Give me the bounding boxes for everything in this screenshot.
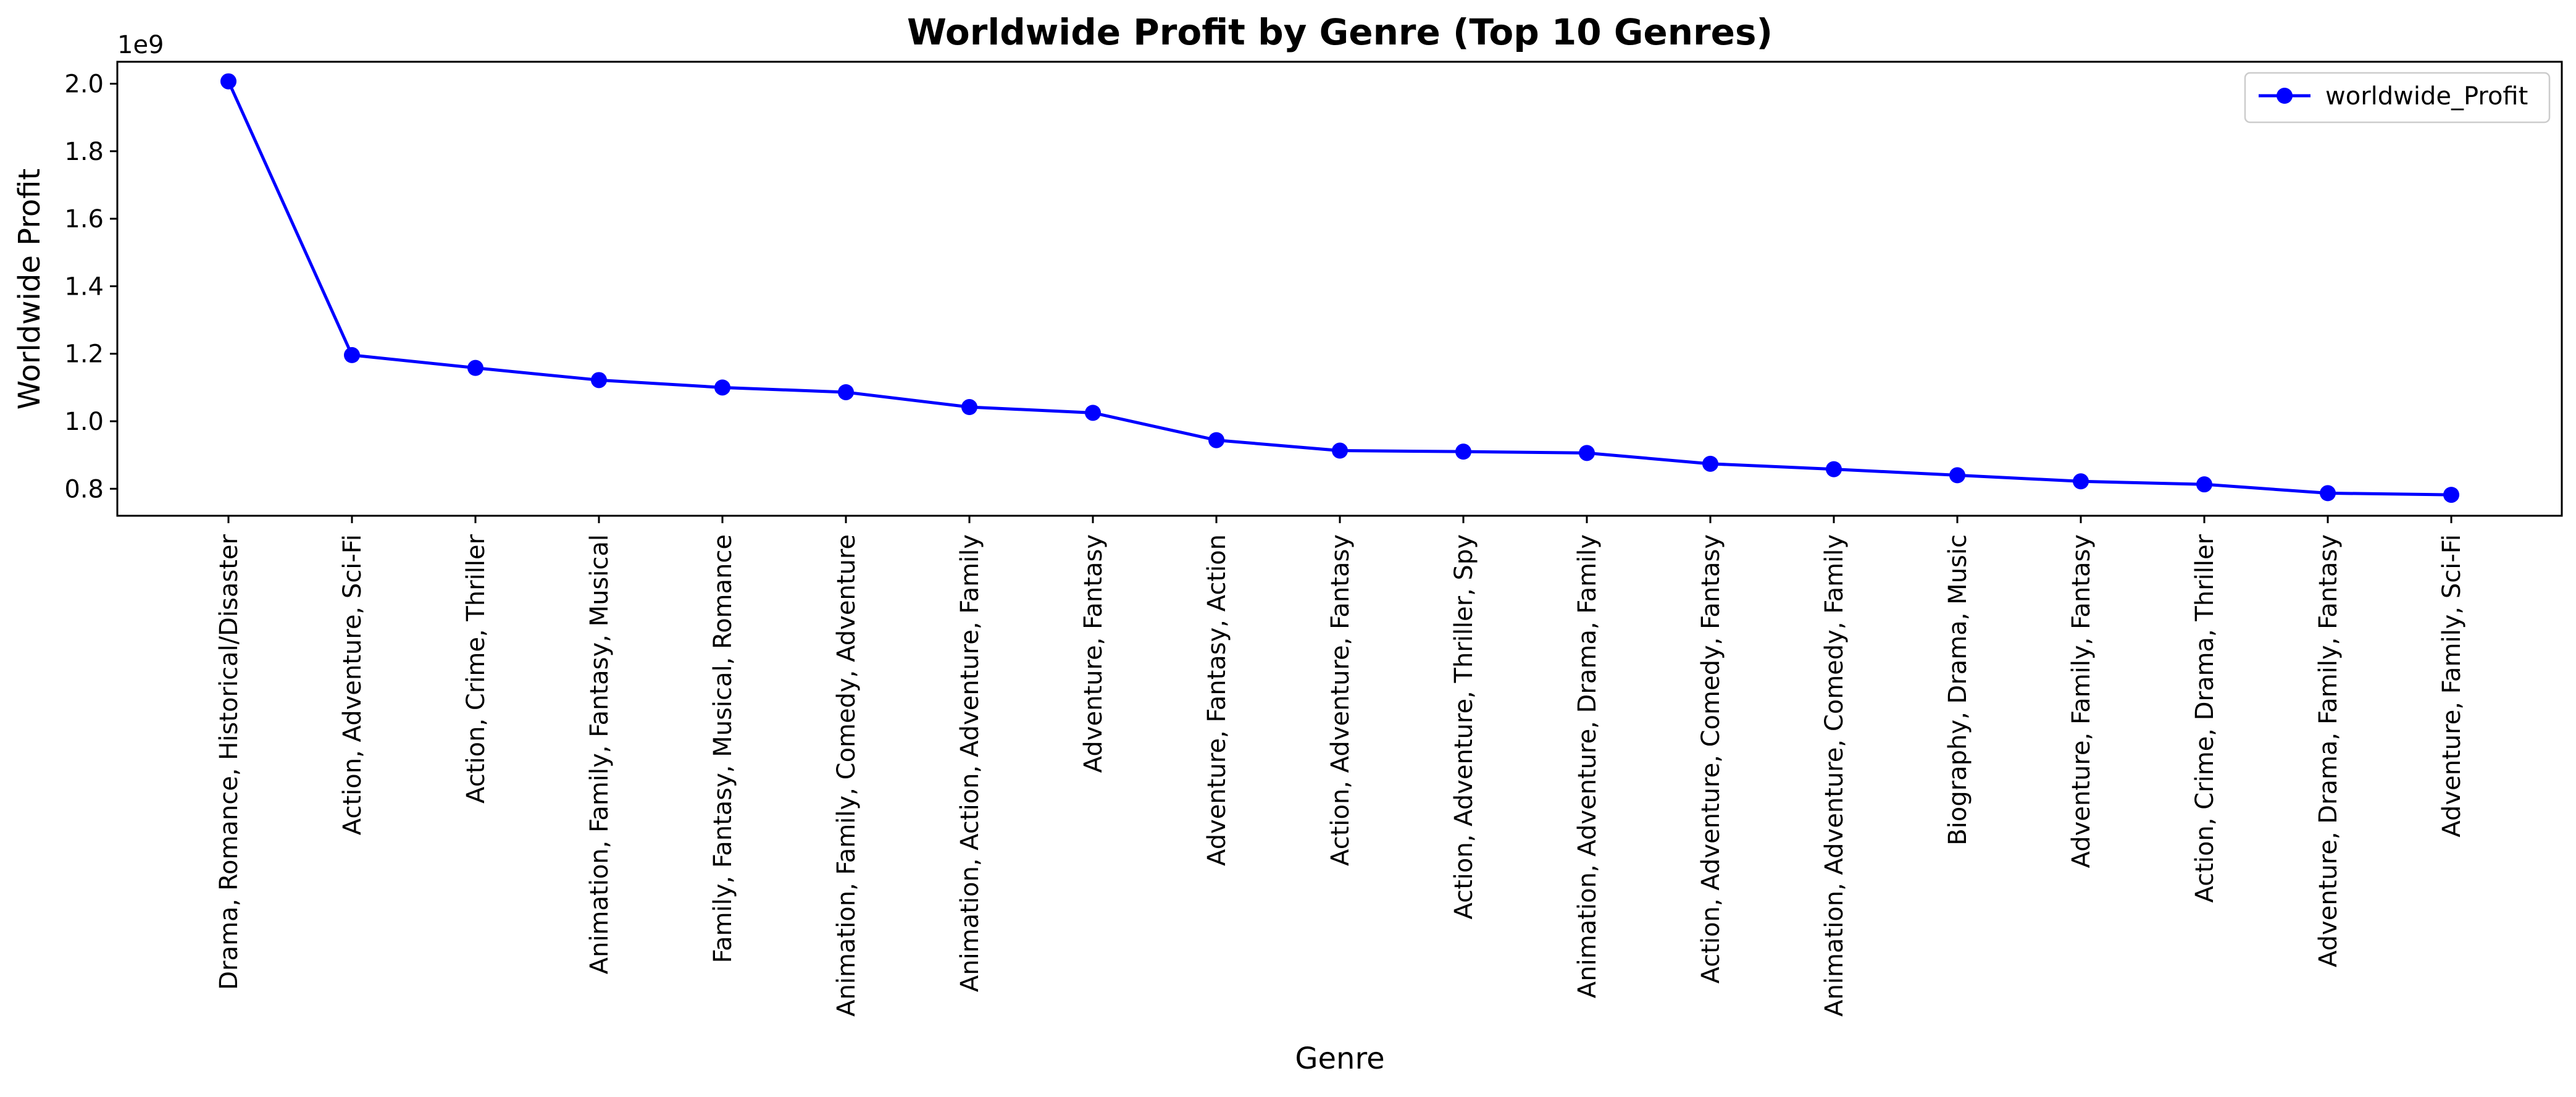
legend-label: worldwide_Profit	[2325, 82, 2528, 111]
data-point	[2443, 487, 2459, 503]
y-axis-ticks: 0.8 1.0 1.2 1.4 1.6 1.8 2.0	[64, 70, 117, 503]
x-tick-label: Animation, Action, Adventure, Family	[956, 534, 984, 992]
y-tick-label: 0.8	[64, 475, 104, 503]
data-point	[1949, 467, 1965, 484]
x-tick-label: Adventure, Drama, Family, Fantasy	[2314, 534, 2343, 967]
x-tick-label: Adventure, Fantasy	[1079, 534, 1108, 773]
x-tick-label: Adventure, Fantasy, Action	[1203, 534, 1231, 866]
data-point	[1208, 432, 1224, 448]
data-point	[1085, 405, 1101, 421]
data-point	[2320, 485, 2336, 502]
data-point	[1332, 442, 1348, 459]
data-point	[591, 372, 607, 389]
data-point	[838, 384, 854, 400]
legend: worldwide_Profit	[2244, 72, 2551, 124]
y-axis-offset-label: 1e9	[117, 31, 164, 59]
x-axis-ticks: Drama, Romance, Historical/Disaster Actio…	[215, 516, 2466, 1017]
x-tick-label: Action, Crime, Drama, Thriller	[2191, 534, 2219, 902]
data-point	[344, 347, 360, 363]
data-point	[961, 399, 977, 416]
plot-frame	[116, 61, 2563, 517]
y-tick-label: 2.0	[64, 70, 104, 99]
legend-box	[2244, 72, 2551, 124]
data-point	[220, 73, 236, 90]
data-point	[1826, 461, 1842, 477]
x-tick-label: Biography, Drama, Music	[1944, 534, 1972, 846]
plot-series	[220, 73, 2459, 503]
x-tick-label: Animation, Adventure, Comedy, Family	[1820, 534, 1849, 1017]
y-axis-label: Worldwide Profit	[12, 169, 47, 410]
y-tick-label: 1.4	[64, 272, 104, 301]
chart-title: Worldwide Profit by Genre (Top 10 Genres…	[907, 11, 1773, 53]
x-tick-label: Action, Adventure, Comedy, Fantasy	[1697, 534, 1725, 983]
data-point	[467, 359, 483, 376]
data-point	[2196, 476, 2212, 493]
x-tick-label: Drama, Romance, Historical/Disaster	[215, 534, 243, 990]
x-tick-label: Action, Crime, Thriller	[462, 534, 490, 803]
legend-marker-sample	[2277, 88, 2293, 104]
data-point	[1579, 445, 1595, 461]
data-point	[714, 379, 730, 396]
data-point	[1455, 443, 1471, 460]
data-point	[2073, 473, 2089, 490]
x-tick-label: Animation, Family, Comedy, Adventure	[832, 534, 861, 1017]
data-point	[1702, 455, 1718, 472]
x-tick-label: Family, Fantasy, Musical, Romance	[709, 534, 737, 963]
x-tick-label: Action, Adventure, Thriller, Spy	[1450, 534, 1478, 920]
x-tick-label: Adventure, Family, Sci-Fi	[2438, 534, 2466, 838]
x-tick-label: Action, Adventure, Sci-Fi	[338, 534, 367, 835]
x-tick-label: Action, Adventure, Fantasy	[1326, 534, 1355, 866]
y-tick-label: 1.0	[64, 408, 104, 436]
y-tick-label: 1.2	[64, 340, 104, 369]
x-axis-label: Genre	[1295, 1041, 1384, 1076]
y-tick-label: 1.8	[64, 138, 104, 166]
x-tick-label: Animation, Adventure, Drama, Family	[1573, 534, 1602, 998]
x-tick-label: Adventure, Family, Fantasy	[2067, 534, 2096, 868]
y-tick-label: 1.6	[64, 205, 104, 233]
x-tick-label: Animation, Family, Fantasy, Musical	[585, 534, 614, 974]
